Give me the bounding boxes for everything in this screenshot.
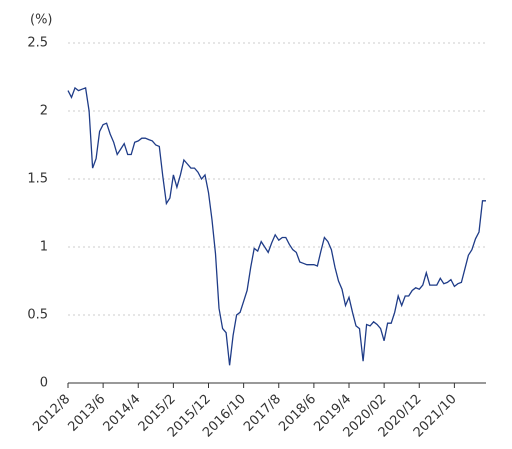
x-tick-label: 2013/6 — [65, 392, 108, 435]
y-tick-label: 1 — [40, 240, 48, 255]
x-tick-label: 2014/4 — [101, 392, 144, 435]
x-tick-label: 2012/8 — [30, 392, 73, 435]
y-tick-label: 0.5 — [27, 308, 48, 323]
y-tick-label: 1.5 — [27, 172, 48, 187]
line — [67, 86, 486, 366]
x-tick-label: 2018/6 — [276, 392, 319, 435]
x-tick-label: 2017/8 — [241, 392, 284, 435]
y-tick-label: 0 — [40, 376, 48, 391]
y-tick-label: 2 — [40, 104, 48, 119]
y-unit-label: (%) — [30, 13, 53, 28]
y-tick-label: 2.5 — [27, 36, 48, 51]
